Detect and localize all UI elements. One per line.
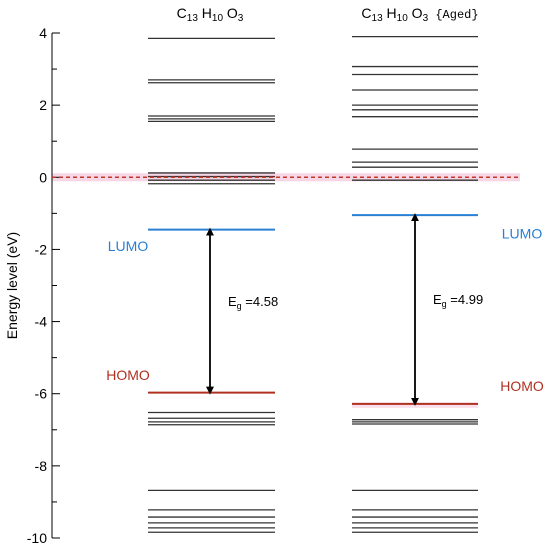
title-subscript: 10	[212, 13, 224, 24]
lumo-label: LUMO	[502, 226, 543, 242]
gap-value: =4.99	[447, 292, 484, 307]
gap-label: Eg =4.58	[228, 294, 278, 311]
title-element: C	[177, 5, 187, 21]
title-suffix: {Aged}	[428, 8, 478, 22]
y-axis-label: Energy level (eV)	[4, 232, 20, 339]
y-tick-label: 2	[39, 97, 47, 113]
y-tick-label: -6	[35, 386, 48, 402]
gap-arrows	[206, 213, 419, 406]
title-element: C	[361, 5, 371, 21]
y-tick-label: -4	[35, 314, 48, 330]
title-subscript: 3	[423, 13, 429, 24]
lumo-label: LUMO	[108, 238, 149, 254]
gap-subscript: g	[237, 301, 242, 311]
y-axis: 4 2 0 -2 -4 -6 -8 -10 Energy level (eV)	[4, 25, 60, 546]
title-element: O	[223, 5, 238, 21]
title-subscript: 10	[397, 13, 409, 24]
gap-symbol: E	[433, 292, 442, 307]
title-element: H	[383, 5, 397, 21]
column-title: C13 H10 O3	[177, 5, 244, 24]
y-tick-label: -8	[35, 458, 48, 474]
gap-value: =4.58	[242, 294, 279, 309]
gap-symbol: E	[228, 294, 237, 309]
y-tick-label: -2	[35, 241, 48, 257]
energy-levels	[148, 35, 478, 533]
homo-label: HOMO	[500, 378, 544, 394]
y-tick-label: -10	[27, 530, 47, 546]
title-subscript: 13	[372, 13, 384, 24]
title-element: O	[408, 5, 423, 21]
title-subscript: 13	[187, 13, 199, 24]
title-subscript: 3	[238, 13, 244, 24]
homo-label: HOMO	[106, 367, 150, 383]
y-tick-label: 0	[39, 169, 47, 185]
gap-label: Eg =4.99	[433, 292, 483, 309]
y-tick-label: 4	[39, 25, 47, 41]
gap-subscript: g	[442, 299, 447, 309]
title-element: H	[198, 5, 212, 21]
column-title: C13 H10 O3 {Aged}	[361, 5, 478, 24]
